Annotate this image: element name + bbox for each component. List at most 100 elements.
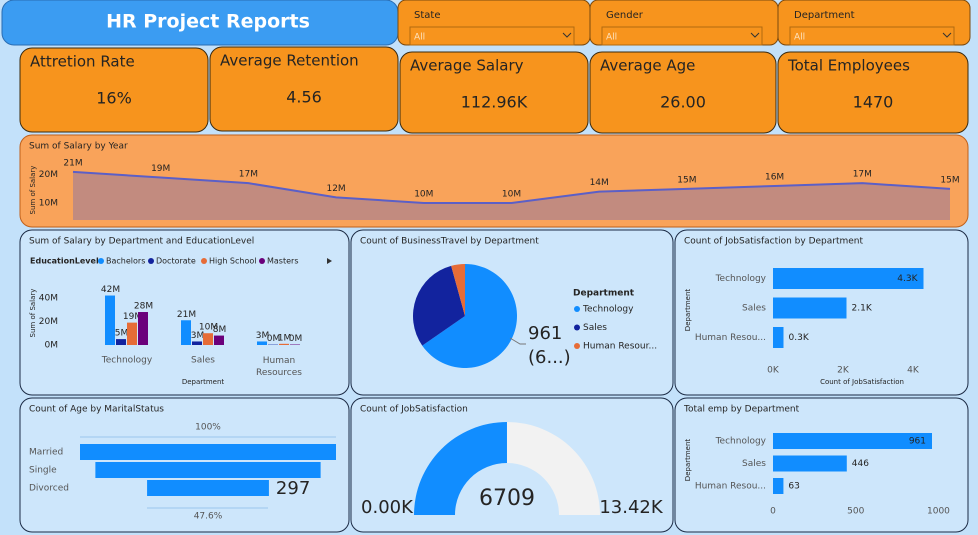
bar [773,268,924,289]
pie-slice [422,264,517,368]
data-label: 28M [134,302,153,312]
data-label: 2.1K [852,304,873,314]
kpi-card [19,47,209,133]
kpi-value: 26.00 [660,93,706,112]
legend-marker [574,343,580,349]
y-tick-label: 40M [39,293,58,303]
legend-label: Bachelors [106,257,145,266]
kpi-label: Average Retention [220,52,359,70]
data-label: 446 [852,459,869,469]
data-label: 12M [326,184,345,194]
legend-label: Human Resour... [583,342,657,352]
kpi-card [589,51,777,134]
data-label: 17M [853,170,872,180]
data-label: 16M [765,173,784,183]
kpi-label: Total Employees [787,57,910,75]
legend-marker [259,258,265,264]
bar [192,341,202,345]
data-label: 0.3K [789,333,810,343]
kpi-card [399,51,589,134]
category-label: Single [29,466,57,476]
data-label: 8M [213,325,227,335]
bar [257,341,267,345]
chart-title: Total emp by Department [683,405,800,415]
legend-title: EducationLevel [30,257,99,266]
funnel-bottom-label: 47.6% [194,512,223,522]
slicer-dropdown[interactable] [409,26,575,46]
legend-next-arrow[interactable] [327,258,332,264]
bar [214,335,224,345]
legend-marker [574,324,580,331]
legend-label: Technology [582,305,634,315]
chart-panel [19,134,969,228]
data-label: 0M [267,334,281,344]
slicer-value: All [414,33,425,43]
funnel-bar [147,480,269,496]
gauge-value-label: 6709 [479,486,535,511]
legend-marker [148,258,154,264]
slicer-dropdown[interactable] [601,26,763,46]
gauge-value [414,422,507,515]
legend-marker [201,258,207,264]
y-tick-label: Human Resou... [695,333,766,343]
category-label: Married [29,448,63,458]
bar [773,433,933,449]
data-label: 42M [101,285,120,295]
data-label: 10M [414,190,433,200]
data-label: 4.3K [897,274,918,284]
area-line [72,170,951,204]
data-label: 961 (6...) [528,323,571,368]
data-label: 3M [191,331,205,341]
y-tick-label: 0M [45,341,59,351]
x-tick-label: 4K [907,366,920,376]
y-tick-label: 20M [39,317,58,327]
kpi-card [209,46,399,132]
dropdown-chevron [562,32,572,38]
slicer-label: State [414,10,440,21]
data-label: 17M [239,170,258,180]
x-tick-label: 0 [770,507,776,517]
y-axis-title: Sum of Salary [29,166,37,215]
chart-title: Count of Age by MaritalStatus [29,405,164,415]
kpi-label: Attretion Rate [30,53,135,71]
data-label: 10M [199,323,218,333]
kpi-label: Average Salary [410,57,524,75]
chart-title: Sum of Salary by Department and Educatio… [29,237,254,247]
bar [773,478,784,494]
x-tick-label: Technology [101,356,153,366]
data-label: 1M [278,333,292,343]
pie-slice [412,265,465,346]
leader-line [509,337,526,345]
data-label: 15M [940,175,959,185]
slicer-dropdown[interactable] [789,26,955,46]
chart-title: Count of BusinessTravel by Department [360,237,539,247]
y-tick-label: Sales [742,459,766,469]
bar [105,295,115,345]
pie-slice [451,264,465,316]
data-label: 15M [677,175,696,185]
x-tick-label: 1000 [927,507,950,517]
kpi-card [777,51,969,134]
data-label: 0M [289,334,303,344]
bar [127,322,137,345]
x-axis-title: Department [182,378,225,386]
y-tick-label: Sales [742,304,766,314]
legend-title: Department [573,289,635,299]
data-label: 297 [276,478,310,499]
category-label: Divorced [29,484,69,494]
x-tick-label: 2K [837,366,850,376]
kpi-value: 4.56 [286,88,322,107]
bar [181,320,191,345]
bar [279,343,289,345]
data-label: 21M [177,310,196,320]
kpi-value: 16% [96,89,132,108]
bar [116,339,126,345]
y-axis-title: Department [684,289,692,332]
data-label: 3M [256,331,270,341]
dropdown-chevron [750,32,760,38]
funnel-bar [80,444,336,460]
legend-label: High School [209,257,257,266]
data-label: 5M [115,329,129,339]
kpi-value: 1470 [853,93,894,112]
